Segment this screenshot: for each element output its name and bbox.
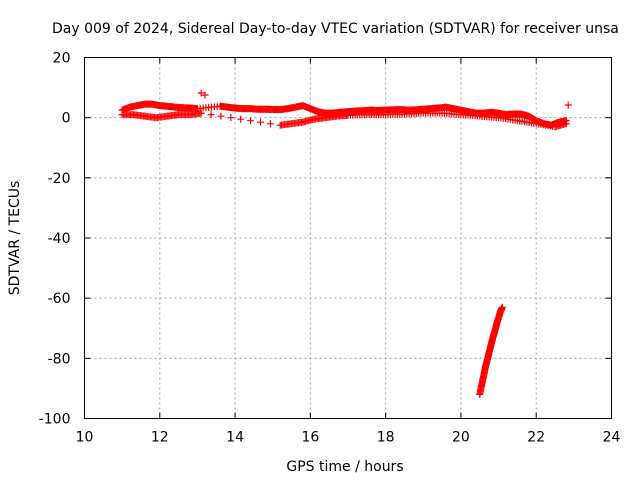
x-tick-label: 24 bbox=[603, 430, 621, 446]
y-tick-label: 0 bbox=[62, 111, 71, 127]
data-point bbox=[197, 109, 205, 117]
data-point bbox=[217, 112, 225, 120]
y-tick-label: -40 bbox=[48, 231, 71, 247]
data-point bbox=[237, 115, 245, 123]
axis-ticks: 10 12 14 16 18 20 22 24 20 0 -20 -40 -60 -80 -100 bbox=[39, 51, 621, 446]
chart-title: Day 009 of 2024, Sidereal Day-to-day VTE… bbox=[52, 21, 619, 37]
series-lower-band bbox=[118, 109, 570, 131]
data-point bbox=[201, 91, 209, 99]
x-tick-label: 16 bbox=[301, 430, 319, 446]
data-point bbox=[227, 114, 235, 122]
y-tick-label: -80 bbox=[48, 351, 71, 367]
data-point bbox=[207, 111, 215, 119]
x-tick-label: 18 bbox=[377, 430, 395, 446]
data-point bbox=[498, 303, 506, 311]
data-point bbox=[266, 120, 274, 128]
y-tick-label: -20 bbox=[48, 171, 71, 187]
data-point bbox=[197, 89, 205, 97]
series-descending-arc bbox=[476, 303, 506, 398]
x-tick-label: 12 bbox=[151, 430, 169, 446]
y-axis-label: SDTVAR / TECUs bbox=[7, 181, 23, 296]
data-point bbox=[562, 120, 570, 128]
y-tick-label: -60 bbox=[48, 291, 71, 307]
data-points bbox=[118, 89, 572, 398]
series-isolated-points bbox=[197, 89, 572, 109]
x-tick-label: 14 bbox=[226, 430, 244, 446]
y-tick-label: 20 bbox=[53, 51, 71, 67]
x-tick-label: 20 bbox=[452, 430, 470, 446]
data-point bbox=[256, 118, 264, 126]
data-point bbox=[564, 101, 572, 109]
x-tick-label: 22 bbox=[527, 430, 545, 446]
x-axis-label: GPS time / hours bbox=[286, 459, 403, 475]
data-point bbox=[247, 117, 255, 125]
x-tick-label: 10 bbox=[76, 430, 94, 446]
y-tick-label: -100 bbox=[39, 412, 71, 428]
